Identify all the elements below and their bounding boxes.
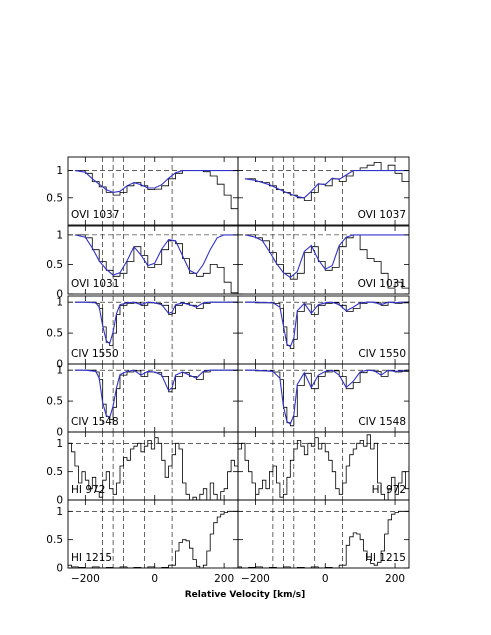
panel-5-right: HI 972 bbox=[237, 431, 410, 501]
ion-label: CIV 1550 bbox=[358, 348, 406, 360]
model-fit bbox=[74, 301, 238, 345]
y-tick-label: 1 bbox=[56, 365, 63, 377]
panel-4-left: CIV 1548 0 0.5 1 bbox=[46, 363, 239, 439]
model-fit bbox=[244, 234, 409, 279]
panel-2-right: OVI 1031 bbox=[237, 225, 410, 295]
panel-frame bbox=[237, 156, 410, 226]
ion-label: HI 1215 bbox=[365, 552, 406, 564]
ion-label: OVI 1031 bbox=[358, 278, 406, 290]
flux-spectrum bbox=[238, 510, 409, 568]
y-tick-label: 0 bbox=[56, 495, 63, 507]
ion-label: OVI 1037 bbox=[71, 209, 119, 221]
y-tick-label: 0 bbox=[56, 427, 63, 439]
x-axis-label: Relative Velocity [km/s] bbox=[185, 590, 306, 600]
y-tick-label: 0.5 bbox=[46, 466, 63, 478]
ion-label: CIV 1548 bbox=[358, 416, 406, 428]
ion-label: OVI 1031 bbox=[71, 278, 119, 290]
ion-label: CIV 1550 bbox=[71, 348, 119, 360]
panel-4-right: CIV 1548 bbox=[237, 363, 410, 433]
ion-label: OVI 1037 bbox=[358, 209, 406, 221]
y-tick-label: 0 bbox=[56, 289, 63, 301]
flux-spectrum bbox=[74, 170, 238, 220]
model-fit bbox=[245, 369, 409, 425]
y-tick-label: 0.5 bbox=[46, 396, 63, 408]
ion-label: CIV 1548 bbox=[71, 416, 119, 428]
y-tick-label: 0.5 bbox=[46, 259, 63, 271]
y-tick-label: 1 bbox=[56, 297, 63, 309]
panel-frame bbox=[237, 225, 410, 295]
x-tick-label: 0 bbox=[151, 573, 158, 585]
y-tick-label: 1 bbox=[56, 438, 63, 450]
x-tick-label: −200 bbox=[241, 573, 270, 585]
model-fit bbox=[74, 170, 238, 193]
model-fit bbox=[74, 234, 238, 276]
x-tick-label: 0 bbox=[322, 573, 329, 585]
ion-label: HI 1215 bbox=[71, 552, 112, 564]
panel-1-left: OVI 1037 0.5 1 bbox=[46, 156, 239, 226]
flux-spectrum bbox=[245, 162, 409, 201]
flux-spectrum bbox=[68, 510, 238, 568]
panel-1-right: OVI 1037 bbox=[237, 156, 410, 226]
flux-spectrum bbox=[245, 234, 409, 291]
y-tick-label: 0 bbox=[56, 359, 63, 371]
flux-spectrum bbox=[74, 369, 238, 420]
flux-spectrum bbox=[245, 301, 409, 349]
y-tick-label: 1 bbox=[56, 165, 63, 177]
model-fit bbox=[74, 369, 238, 419]
panel-3-left: CIV 1550 0 0.5 1 bbox=[46, 295, 239, 371]
panel-6-left: HI 1215 0 0.5 1 −200 0 200 bbox=[46, 499, 239, 585]
y-tick-label: 1 bbox=[56, 229, 63, 241]
model-fit bbox=[245, 301, 409, 348]
panel-5-left: HI 972 0 0.5 1 bbox=[46, 431, 239, 507]
ion-label: HI 972 bbox=[372, 484, 406, 496]
panel-3-right: CIV 1550 bbox=[237, 295, 410, 365]
panel-2-left: OVI 1031 0 0.5 1 bbox=[46, 225, 239, 301]
y-tick-label: 0.5 bbox=[46, 534, 63, 546]
flux-spectrum bbox=[74, 301, 238, 346]
flux-spectrum bbox=[238, 434, 409, 500]
y-tick-label: 0.5 bbox=[46, 192, 63, 204]
flux-spectrum bbox=[74, 234, 238, 294]
y-tick-label: 1 bbox=[56, 506, 63, 518]
ion-label: HI 972 bbox=[71, 484, 105, 496]
x-tick-label: 200 bbox=[214, 573, 234, 585]
y-tick-label: 0.5 bbox=[46, 328, 63, 340]
flux-spectrum bbox=[68, 437, 238, 500]
x-tick-label: 200 bbox=[385, 573, 405, 585]
panel-frame bbox=[237, 499, 410, 569]
model-fit bbox=[244, 170, 409, 199]
panel-6-right: HI 1215 −200 0 200 bbox=[237, 499, 410, 585]
y-tick-label: 0 bbox=[56, 563, 63, 575]
x-tick-label: −200 bbox=[71, 573, 100, 585]
